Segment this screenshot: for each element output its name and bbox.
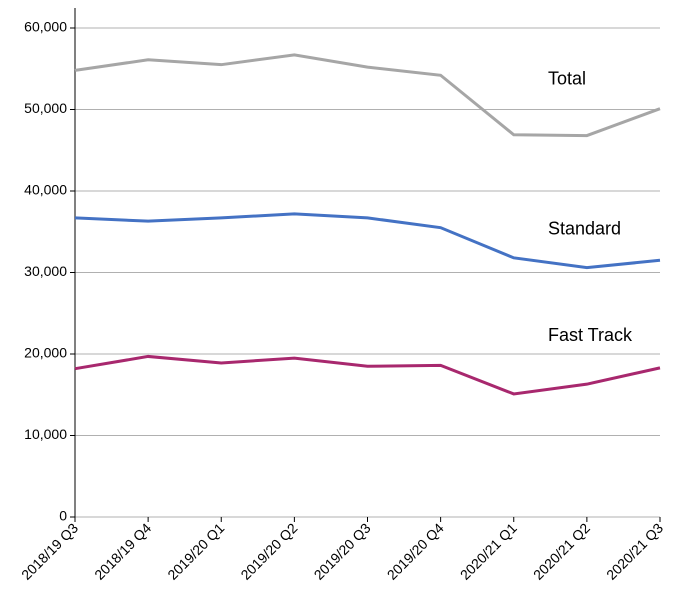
x-tick-label: 2019/20 Q1 xyxy=(164,520,227,583)
x-tick-label: 2018/19 Q4 xyxy=(91,520,154,583)
y-tick-label: 20,000 xyxy=(24,345,67,361)
series-label: Total xyxy=(548,68,586,88)
series-line xyxy=(74,212,661,270)
x-tick-label: 2019/20 Q2 xyxy=(237,520,300,583)
y-tick-label: 30,000 xyxy=(24,263,67,279)
series-label: Fast Track xyxy=(548,325,633,345)
y-tick-label: 10,000 xyxy=(24,426,67,442)
y-tick-label: 50,000 xyxy=(24,100,67,116)
x-tick-label: 2020/21 Q3 xyxy=(603,520,666,583)
x-tick-label: 2018/19 Q3 xyxy=(18,520,81,583)
x-tick-label: 2020/21 Q1 xyxy=(457,520,520,583)
x-tick-label: 2019/20 Q3 xyxy=(311,520,374,583)
x-tick-label: 2020/21 Q2 xyxy=(530,520,593,583)
y-tick-label: 40,000 xyxy=(24,182,67,198)
x-tick-label: 2019/20 Q4 xyxy=(384,520,447,583)
y-tick-label: 60,000 xyxy=(24,19,67,35)
y-tick-label: 0 xyxy=(59,508,67,524)
series-line xyxy=(74,53,661,138)
series-label: Standard xyxy=(548,218,621,238)
series-line xyxy=(74,354,661,396)
